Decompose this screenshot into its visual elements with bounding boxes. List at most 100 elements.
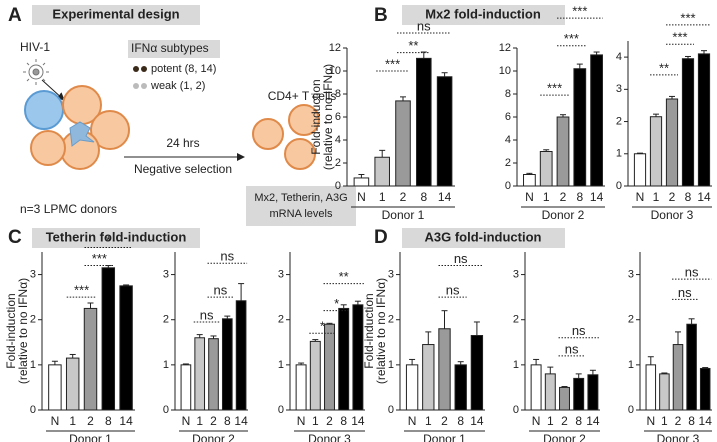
x-tick-label: 14 bbox=[470, 414, 484, 428]
x-tick-label: 8 bbox=[105, 414, 112, 428]
diagram: HIV-1 n=3 LPMC donors IFNα subtypes pote… bbox=[20, 40, 348, 220]
y-tick-label: 0 bbox=[30, 404, 36, 416]
x-axis-label: Donor 3 bbox=[651, 208, 694, 222]
bar bbox=[530, 364, 542, 411]
bar bbox=[686, 323, 697, 411]
significance-label: ns bbox=[214, 283, 228, 298]
y-tick-label: 3 bbox=[513, 268, 519, 280]
bar bbox=[559, 386, 570, 411]
panel-title: Mx2 fold-induction bbox=[425, 6, 541, 21]
y-tick-label: 12 bbox=[499, 42, 511, 54]
y-tick-label: 4 bbox=[616, 51, 622, 63]
bar bbox=[338, 307, 350, 411]
bar bbox=[416, 57, 432, 187]
readout-label: mRNA levels bbox=[270, 208, 333, 220]
bar bbox=[235, 300, 247, 411]
y-axis-label: Fold-induction bbox=[309, 79, 323, 154]
bar bbox=[645, 364, 657, 411]
x-tick-label: 2 bbox=[441, 414, 448, 428]
x-tick-label: N bbox=[51, 414, 60, 428]
significance-label: ns bbox=[417, 18, 431, 33]
y-tick-label: 1 bbox=[388, 359, 394, 371]
bar bbox=[422, 344, 435, 411]
significance-label: * bbox=[106, 233, 111, 248]
bar bbox=[665, 98, 679, 187]
bar bbox=[353, 177, 370, 187]
y-tick-label: 6 bbox=[505, 111, 511, 123]
donors-label: n=3 LPMC donors bbox=[20, 202, 117, 216]
y-axis-label: (relative to no IFNα) bbox=[321, 64, 335, 170]
x-tick-label: N bbox=[525, 190, 534, 204]
x-tick-label: 1 bbox=[425, 414, 432, 428]
panel-title: A3G fold-induction bbox=[425, 229, 542, 244]
x-tick-label: N bbox=[297, 414, 306, 428]
y-tick-label: 3 bbox=[628, 268, 634, 280]
significance-label: ns bbox=[565, 341, 579, 356]
bar bbox=[208, 338, 219, 411]
bar bbox=[544, 373, 556, 411]
significance-label: ns bbox=[678, 285, 692, 300]
x-tick-label: 14 bbox=[234, 414, 248, 428]
bar bbox=[180, 364, 192, 411]
y-tick-label: 10 bbox=[499, 65, 511, 77]
bar bbox=[194, 337, 206, 411]
dot bbox=[141, 83, 147, 89]
title-box bbox=[402, 228, 565, 248]
x-tick-label: N bbox=[646, 414, 655, 428]
y-tick-label: 0 bbox=[163, 404, 169, 416]
y-tick-label: 2 bbox=[388, 314, 394, 326]
title-box bbox=[402, 5, 565, 25]
x-tick-label: 2 bbox=[87, 414, 94, 428]
bar bbox=[573, 68, 587, 187]
bar bbox=[83, 307, 98, 411]
significance-label: *** bbox=[564, 31, 579, 46]
y-tick-label: 0 bbox=[335, 180, 341, 192]
x-tick-label: 1 bbox=[69, 414, 76, 428]
significance-label: ** bbox=[659, 60, 669, 75]
y-tick-label: 3 bbox=[616, 83, 622, 95]
bar bbox=[681, 58, 695, 187]
weak-label: weak (1, 2) bbox=[150, 80, 205, 92]
dot bbox=[133, 83, 139, 89]
significance-label: ns bbox=[685, 265, 699, 280]
x-tick-label: 1 bbox=[196, 414, 203, 428]
x-tick-label: 14 bbox=[590, 190, 604, 204]
significance-label: ** bbox=[408, 38, 418, 53]
x-tick-label: N bbox=[636, 190, 645, 204]
significance-label: *** bbox=[92, 251, 107, 266]
bar bbox=[539, 151, 553, 187]
x-tick-label: 8 bbox=[224, 414, 231, 428]
x-tick-label: 8 bbox=[576, 190, 583, 204]
x-tick-label: 8 bbox=[685, 190, 692, 204]
y-tick-label: 0 bbox=[513, 404, 519, 416]
panel-letter: B bbox=[374, 5, 388, 26]
title-box bbox=[32, 5, 200, 25]
x-tick-label: 2 bbox=[560, 190, 567, 204]
dot bbox=[141, 66, 147, 72]
x-tick-label: 14 bbox=[119, 414, 133, 428]
bar bbox=[659, 373, 670, 411]
y-tick-label: 1 bbox=[616, 148, 622, 160]
x-tick-label: 2 bbox=[326, 414, 333, 428]
significance-label: ns bbox=[200, 307, 214, 322]
x-tick-label: 2 bbox=[210, 414, 217, 428]
bar bbox=[395, 100, 411, 187]
y-tick-label: 8 bbox=[505, 88, 511, 100]
t-cells bbox=[252, 104, 320, 170]
bar bbox=[324, 323, 335, 411]
y-axis-label: Fold-induction bbox=[4, 293, 18, 368]
bar bbox=[633, 153, 647, 187]
x-tick-label: 14 bbox=[351, 414, 365, 428]
y-tick-label: 0 bbox=[278, 404, 284, 416]
bar bbox=[438, 328, 451, 411]
x-tick-label: N bbox=[182, 414, 191, 428]
y-axis-label: (relative to no IFNα) bbox=[16, 278, 30, 384]
bar bbox=[470, 335, 484, 411]
bar bbox=[405, 364, 419, 411]
readout-label: Mx2, Tetherin, A3G bbox=[254, 192, 347, 204]
x-tick-label: 8 bbox=[420, 190, 427, 204]
bar bbox=[221, 318, 233, 411]
y-tick-label: 2 bbox=[278, 314, 284, 326]
